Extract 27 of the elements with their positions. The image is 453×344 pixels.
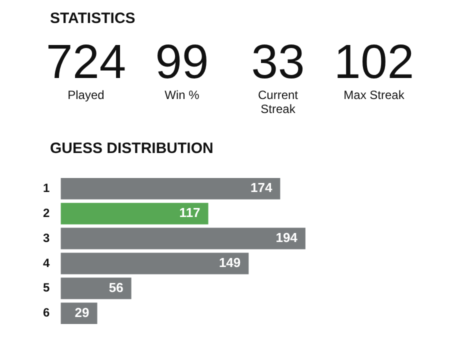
data-label: 29: [74, 304, 90, 320]
y-tick-label: 2: [42, 206, 50, 220]
category-label: Played: [66, 88, 106, 102]
data-label: 149: [218, 255, 241, 270]
bar: [60, 252, 249, 274]
text: STATISTICS: [50, 10, 136, 27]
bar: [60, 178, 280, 200]
category-label: Win %: [164, 88, 200, 102]
bar: [60, 202, 208, 224]
data-label: 102: [332, 36, 416, 89]
bar: [60, 278, 132, 300]
category-label: Max Streak: [342, 88, 406, 102]
category-label: Current Streak: [256, 88, 299, 116]
y-tick-label: 1: [42, 180, 50, 195]
chart-title: GUESS DISTRIBUTION: [50, 140, 214, 157]
data-label: 99: [154, 36, 210, 89]
data-label: 117: [179, 205, 200, 220]
data-label: 33: [250, 36, 306, 89]
y-tick-label: 3: [42, 230, 50, 245]
bar: [60, 228, 306, 250]
data-label: 174: [250, 180, 273, 196]
y-tick-label: 6: [42, 306, 50, 320]
data-label: 724: [44, 36, 128, 89]
data-label: 194: [276, 230, 298, 246]
data-label: 56: [108, 280, 124, 295]
y-tick-label: 4: [42, 256, 50, 270]
y-tick-label: 5: [42, 280, 50, 295]
